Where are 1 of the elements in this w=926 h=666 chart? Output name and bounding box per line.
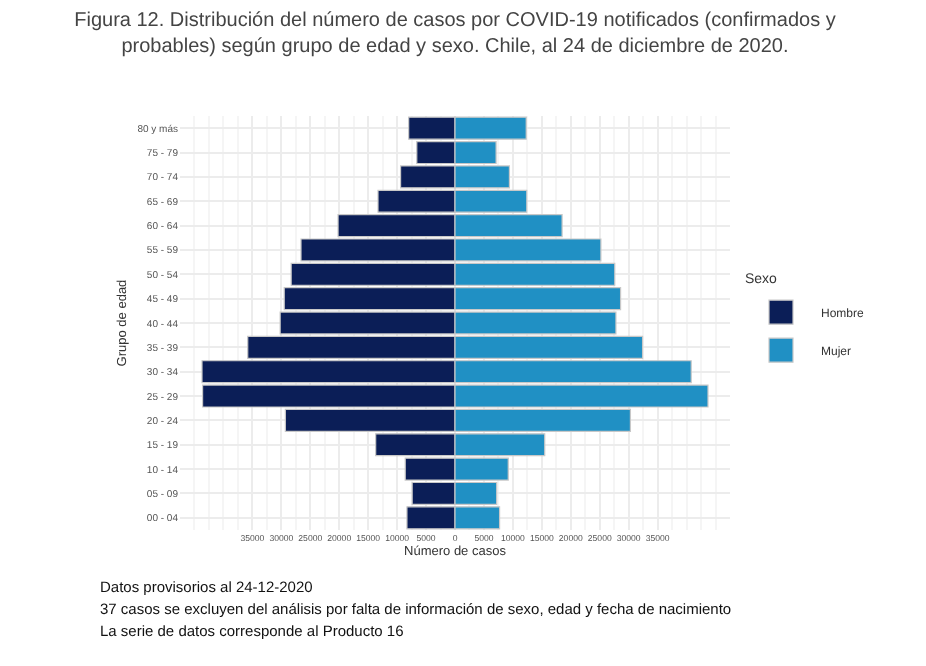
chart-title: Figura 12. Distribución del número de casos por COVID-19 notificados (confirmados y probables) según grupo de edad y sexo. Chile, al 24 de diciembre de 2020. bbox=[74, 10, 836, 59]
